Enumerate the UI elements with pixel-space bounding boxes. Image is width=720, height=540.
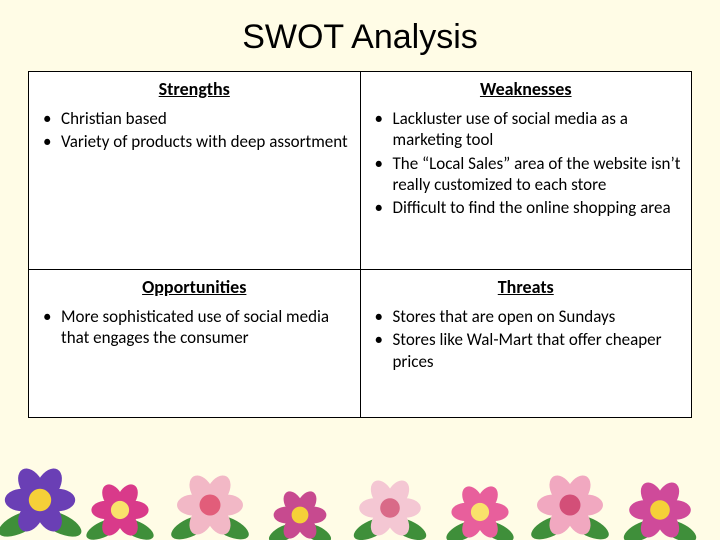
slide-page: SWOT Analysis Strengths Christian basedV… — [0, 0, 720, 540]
page-title: SWOT Analysis — [28, 18, 692, 57]
list-weaknesses: Lackluster use of social media as a mark… — [371, 108, 682, 218]
list-item: Variety of products with deep assortment — [39, 131, 350, 152]
list-item: Stores like Wal-Mart that offer cheaper … — [371, 329, 682, 372]
heading-opportunities: Opportunities — [39, 276, 350, 298]
cell-weaknesses: Weaknesses Lackluster use of social medi… — [360, 72, 692, 270]
list-item: Lackluster use of social media as a mark… — [371, 108, 682, 151]
heading-threats: Threats — [371, 276, 682, 298]
cell-threats: Threats Stores that are open on SundaysS… — [360, 270, 692, 418]
list-strengths: Christian basedVariety of products with … — [39, 108, 350, 153]
list-item: Stores that are open on Sundays — [371, 306, 682, 327]
list-threats: Stores that are open on SundaysStores li… — [371, 306, 682, 372]
list-item: The “Local Sales” area of the website is… — [371, 153, 682, 196]
heading-weaknesses: Weaknesses — [371, 78, 682, 100]
list-item: Difficult to find the online shopping ar… — [371, 197, 682, 218]
heading-strengths: Strengths — [39, 78, 350, 100]
cell-opportunities: Opportunities More sophisticated use of … — [29, 270, 361, 418]
list-item: Christian based — [39, 108, 350, 129]
list-item: More sophisticated use of social media t… — [39, 306, 350, 349]
swot-table: Strengths Christian basedVariety of prod… — [28, 71, 692, 418]
cell-strengths: Strengths Christian basedVariety of prod… — [29, 72, 361, 270]
list-opportunities: More sophisticated use of social media t… — [39, 306, 350, 349]
